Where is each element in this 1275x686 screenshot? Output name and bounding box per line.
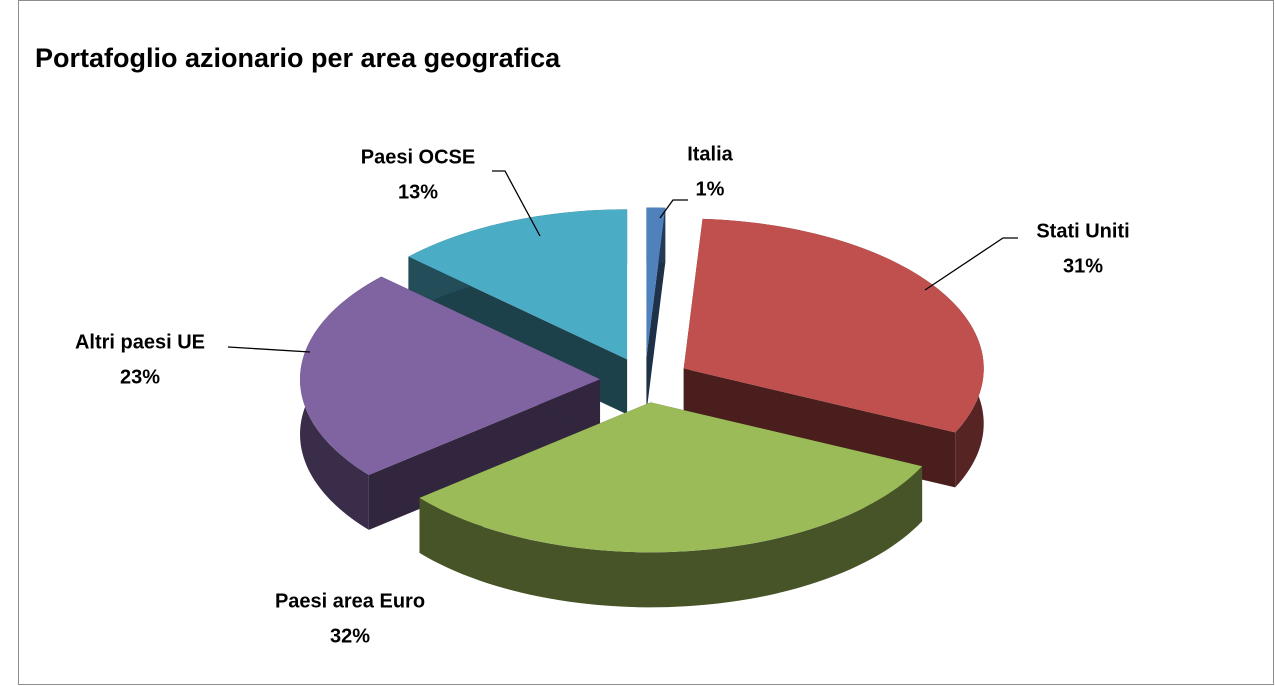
leader-line [492, 170, 541, 237]
slice [646, 207, 666, 413]
leader-line [924, 237, 1018, 291]
slice-value-label: 31% [1063, 255, 1103, 277]
slice-radial-wall [368, 379, 601, 530]
slice-value-label: 32% [330, 625, 370, 647]
slice [419, 402, 923, 608]
leader-line [227, 346, 311, 353]
slice-value-label: 23% [120, 366, 160, 388]
slice-side [419, 466, 923, 608]
slice-label: Altri paesi UE [75, 331, 205, 353]
slice-label: Paesi area Euro [275, 590, 425, 612]
slice [300, 276, 601, 530]
slice-value-label: 13% [398, 181, 438, 203]
leader-line [659, 199, 688, 219]
slice [683, 218, 984, 488]
slice-top [300, 276, 601, 475]
slice-top [683, 218, 984, 433]
slice-top [419, 402, 923, 553]
slice-label: Stati Uniti [1036, 220, 1129, 242]
slice-top [408, 209, 628, 360]
slice-label: Paesi OCSE [361, 146, 476, 168]
slice-label: Italia [687, 143, 733, 165]
slice-value-label: 1% [696, 178, 725, 200]
slice-top [646, 207, 666, 358]
chart-title: Portafoglio azionario per area geografic… [35, 43, 561, 73]
slice-radial-wall [683, 368, 956, 488]
